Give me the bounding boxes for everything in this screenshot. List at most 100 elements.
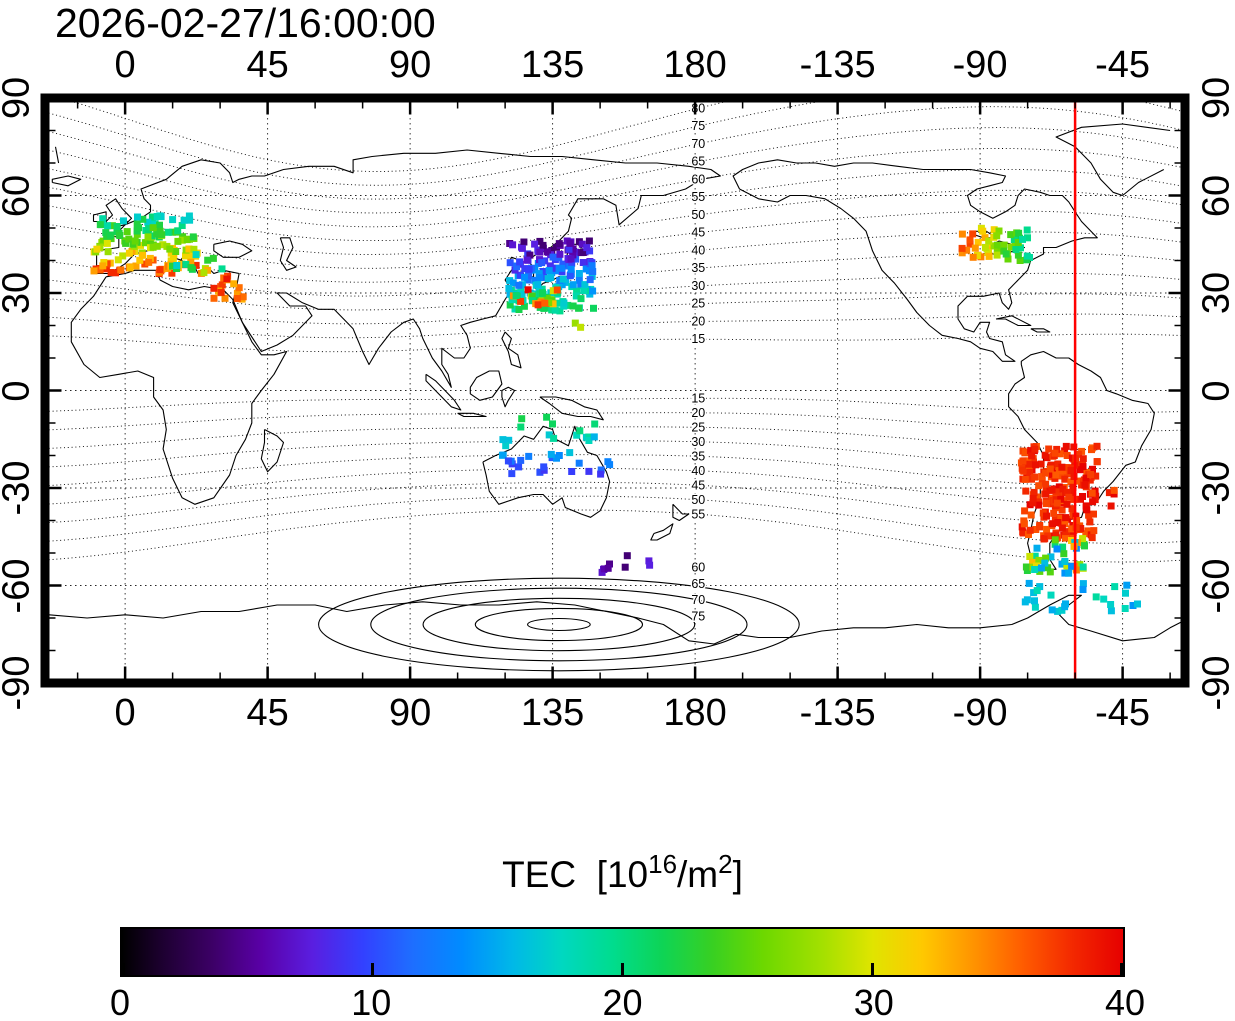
- tec-observation: [1079, 563, 1087, 571]
- tec-observation: [144, 218, 152, 226]
- tec-observation: [156, 221, 163, 229]
- tec-observation: [1067, 466, 1075, 474]
- tec-observation: [958, 244, 966, 252]
- tec-observation: [126, 264, 134, 272]
- tec-observation: [555, 240, 563, 248]
- tec-observation: [1062, 442, 1070, 450]
- tec-observation: [123, 228, 131, 236]
- tec-observation: [1083, 506, 1091, 514]
- frame-ticks: [49, 102, 1181, 679]
- tec-observation: [1031, 473, 1039, 481]
- tec-observation: [1023, 596, 1031, 604]
- scatter-layer: [90, 212, 1141, 615]
- tec-observation: [556, 307, 564, 315]
- svg-text:65: 65: [691, 577, 705, 591]
- tec-observation: [528, 292, 536, 300]
- tec-observation: [1054, 460, 1062, 468]
- tec-observation: [536, 237, 544, 245]
- tec-observation: [1059, 485, 1067, 493]
- tec-observation: [508, 296, 516, 304]
- tec-observation: [1035, 501, 1043, 509]
- tec-observation: [985, 252, 993, 260]
- lon-tick-label: -90: [952, 44, 1008, 86]
- tec-observation: [122, 239, 130, 247]
- tec-observation: [517, 456, 525, 464]
- tec-observation: [1031, 603, 1039, 611]
- tec-observation: [1031, 445, 1039, 453]
- tec-observation: [1092, 472, 1100, 480]
- tec-observation: [148, 232, 156, 240]
- tec-observation: [1058, 524, 1066, 532]
- tec-observation: [1014, 238, 1022, 246]
- tec-observation: [1070, 443, 1078, 451]
- tec-observation: [551, 306, 559, 314]
- lon-tick-label: -135: [799, 692, 876, 734]
- tec-observation: [169, 228, 176, 236]
- tec-observation: [1037, 460, 1045, 468]
- tec-observation: [1053, 445, 1061, 453]
- tec-observation: [187, 264, 195, 272]
- tec-observation: [117, 266, 125, 274]
- tec-observation: [536, 274, 544, 282]
- tec-observation: [125, 249, 133, 257]
- tec-observation: [548, 247, 556, 254]
- tec-observation: [556, 250, 564, 258]
- tec-observation: [1093, 458, 1101, 466]
- tec-observation: [1033, 587, 1041, 595]
- tec-observation: [575, 276, 583, 284]
- svg-text:70: 70: [691, 137, 705, 151]
- tec-observation: [1025, 579, 1033, 587]
- tec-observation: [185, 245, 193, 253]
- tec-observation: [549, 253, 557, 261]
- tec-observation: [1023, 252, 1031, 260]
- tec-observation: [590, 433, 598, 441]
- tec-observation: [604, 564, 612, 572]
- tec-observation: [233, 295, 241, 302]
- tec-observation: [515, 306, 523, 313]
- tec-observation: [1019, 466, 1027, 474]
- tec-observation: [104, 222, 112, 230]
- tec-observation: [93, 245, 101, 253]
- tec-observation: [1063, 452, 1071, 459]
- tec-observation: [591, 420, 599, 428]
- tec-observation: [1012, 246, 1020, 253]
- tec-observation: [585, 437, 593, 444]
- colorbar-title: TEC [1016/m2]: [502, 849, 743, 895]
- tec-observation: [233, 289, 241, 297]
- svg-text:50: 50: [691, 208, 705, 222]
- tec-observation: [99, 262, 107, 270]
- tec-observation: [526, 251, 534, 259]
- tec-observation: [1040, 535, 1048, 543]
- tec-observation: [1079, 535, 1087, 543]
- tec-observation: [1041, 451, 1049, 459]
- tec-observation: [1016, 257, 1024, 264]
- tec-observation: [1061, 603, 1069, 611]
- tec-observation: [1035, 482, 1043, 490]
- tec-observation: [524, 286, 532, 294]
- tec-observation: [583, 244, 591, 252]
- tec-observation: [520, 302, 528, 310]
- tec-observation: [1063, 470, 1071, 478]
- tec-observation: [541, 299, 549, 307]
- colorbar-tick-label: 30: [853, 982, 894, 1021]
- svg-text:55: 55: [691, 190, 705, 204]
- tec-observation: [172, 248, 180, 255]
- tec-observation: [573, 431, 581, 439]
- tec-observation: [1043, 525, 1051, 533]
- tec-observation: [125, 235, 133, 243]
- tec-observation: [157, 213, 165, 221]
- tec-observation: [169, 216, 177, 224]
- tec-observation: [521, 273, 529, 281]
- lon-tick-label: -45: [1095, 692, 1151, 734]
- tec-observation: [230, 280, 238, 288]
- colorbar-tickmark: [370, 963, 374, 975]
- tec-observation: [1004, 255, 1012, 263]
- tec-observation: [1008, 243, 1015, 251]
- tec-observation: [1063, 562, 1071, 570]
- tec-observation: [525, 272, 533, 280]
- tec-observation: [1032, 461, 1039, 469]
- tec-observation: [210, 284, 218, 292]
- tec-observation: [1030, 488, 1038, 496]
- tec-observation: [1029, 558, 1037, 566]
- tec-observation: [1026, 553, 1034, 560]
